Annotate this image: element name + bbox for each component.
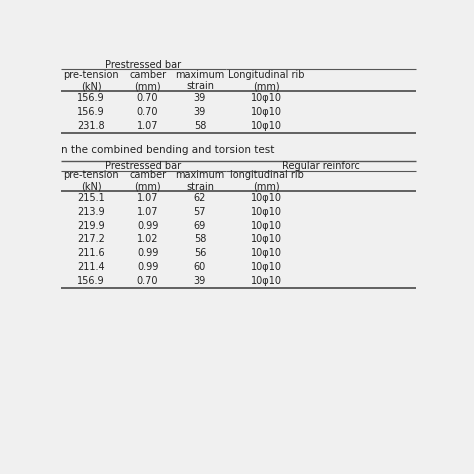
Text: 39: 39 (194, 107, 206, 118)
Text: 156.9: 156.9 (77, 107, 105, 118)
Text: 1.07: 1.07 (137, 207, 158, 217)
Text: camber
(mm): camber (mm) (129, 170, 166, 191)
Text: 219.9: 219.9 (77, 220, 105, 230)
Text: 0.99: 0.99 (137, 262, 158, 272)
Text: pre-tension
(kN): pre-tension (kN) (63, 70, 119, 91)
Text: 215.1: 215.1 (77, 193, 105, 203)
Text: 0.70: 0.70 (137, 107, 158, 118)
Text: pre-tension
(kN): pre-tension (kN) (63, 170, 119, 191)
Text: 0.70: 0.70 (137, 276, 158, 286)
Text: 39: 39 (194, 93, 206, 103)
Text: 56: 56 (194, 248, 206, 258)
Text: 0.99: 0.99 (137, 220, 158, 230)
Text: 1.07: 1.07 (137, 121, 158, 131)
Text: 156.9: 156.9 (77, 276, 105, 286)
Text: 231.8: 231.8 (77, 121, 105, 131)
Text: 1.02: 1.02 (137, 234, 158, 245)
Text: 10φ10: 10φ10 (251, 121, 282, 131)
Text: 1.07: 1.07 (137, 193, 158, 203)
Text: 0.70: 0.70 (137, 93, 158, 103)
Text: 58: 58 (194, 121, 206, 131)
Text: 10φ10: 10φ10 (251, 107, 282, 118)
Text: Prestressed bar: Prestressed bar (105, 60, 182, 70)
Text: 10φ10: 10φ10 (251, 234, 282, 245)
Text: Longitudinal rib
(mm): Longitudinal rib (mm) (228, 70, 305, 91)
Text: 58: 58 (194, 234, 206, 245)
Text: 57: 57 (194, 207, 206, 217)
Text: 211.4: 211.4 (77, 262, 105, 272)
Text: 10φ10: 10φ10 (251, 193, 282, 203)
Text: 10φ10: 10φ10 (251, 220, 282, 230)
Text: 10φ10: 10φ10 (251, 262, 282, 272)
Text: Regular reinforc: Regular reinforc (282, 161, 360, 171)
Text: camber
(mm): camber (mm) (129, 70, 166, 91)
Text: n the combined bending and torsion test: n the combined bending and torsion test (61, 145, 274, 155)
Text: 10φ10: 10φ10 (251, 276, 282, 286)
Text: Prestressed bar: Prestressed bar (105, 161, 182, 171)
Text: 62: 62 (194, 193, 206, 203)
Text: 217.2: 217.2 (77, 234, 105, 245)
Text: 10φ10: 10φ10 (251, 248, 282, 258)
Text: 10φ10: 10φ10 (251, 207, 282, 217)
Text: 69: 69 (194, 220, 206, 230)
Text: 0.99: 0.99 (137, 248, 158, 258)
Text: maximum
strain: maximum strain (175, 70, 225, 91)
Text: 156.9: 156.9 (77, 93, 105, 103)
Text: longitudinal rib
(mm): longitudinal rib (mm) (229, 170, 303, 191)
Text: 60: 60 (194, 262, 206, 272)
Text: 213.9: 213.9 (77, 207, 105, 217)
Text: 211.6: 211.6 (77, 248, 105, 258)
Text: maximum
strain: maximum strain (175, 170, 225, 191)
Text: 10φ10: 10φ10 (251, 93, 282, 103)
Text: 39: 39 (194, 276, 206, 286)
